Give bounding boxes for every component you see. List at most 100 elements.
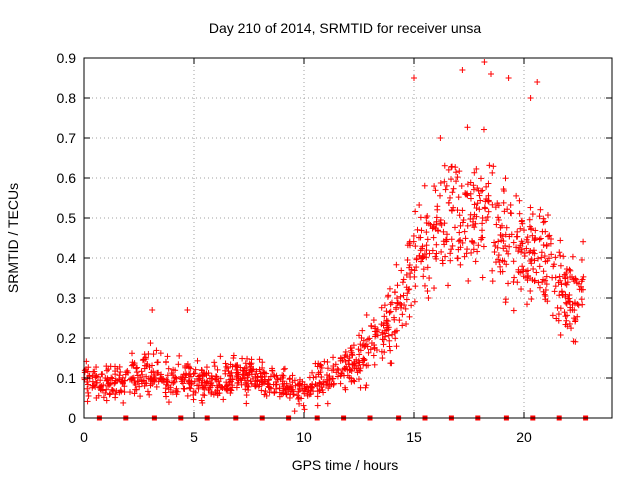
data-point — [164, 372, 171, 379]
data-point — [324, 359, 331, 366]
data-point — [187, 385, 194, 392]
data-point — [471, 169, 478, 176]
data-point — [433, 241, 440, 248]
data-point — [532, 234, 539, 241]
x-tick-label: 5 — [190, 429, 198, 445]
data-point — [521, 250, 528, 257]
data-point — [423, 247, 430, 254]
chart-title: Day 210 of 2014, SRMTID for receiver uns… — [209, 20, 482, 36]
data-point — [338, 370, 345, 377]
data-point — [158, 371, 165, 378]
data-point — [557, 332, 564, 339]
data-point — [448, 236, 455, 243]
data-point — [359, 327, 366, 334]
data-point — [420, 273, 427, 280]
x-tick-label: 15 — [406, 429, 422, 445]
data-point — [103, 363, 110, 370]
data-point — [248, 360, 255, 367]
data-point — [380, 341, 387, 348]
data-point — [482, 198, 489, 205]
data-point — [491, 249, 498, 256]
data-point — [334, 373, 341, 380]
data-point — [346, 367, 353, 374]
data-point — [528, 225, 535, 232]
data-point — [411, 75, 417, 81]
data-point — [154, 369, 161, 376]
data-point — [242, 360, 249, 367]
data-point — [499, 257, 506, 264]
data-point — [482, 205, 489, 212]
data-point — [400, 276, 407, 283]
data-point — [188, 378, 195, 385]
data-point — [312, 373, 319, 380]
data-point — [248, 371, 255, 378]
data-point — [569, 253, 576, 260]
data-point — [527, 247, 534, 254]
data-point — [337, 380, 344, 387]
data-point — [371, 361, 378, 368]
data-point — [552, 283, 559, 290]
data-point — [464, 190, 471, 197]
x-tick-label: 20 — [516, 429, 532, 445]
data-point — [392, 289, 399, 296]
data-point — [537, 206, 544, 213]
data-point — [431, 183, 438, 190]
data-point — [286, 385, 293, 392]
data-point — [233, 384, 240, 391]
data-point — [489, 278, 496, 285]
data-point — [363, 312, 370, 319]
data-point — [157, 374, 164, 381]
data-point — [540, 268, 547, 275]
data-point — [229, 382, 236, 389]
data-point — [473, 205, 480, 212]
data-point — [527, 204, 534, 211]
data-point — [511, 274, 518, 281]
data-point — [546, 232, 553, 239]
data-point — [518, 246, 525, 253]
data-point — [472, 258, 479, 265]
data-point — [546, 255, 553, 262]
data-point — [259, 359, 266, 366]
data-point — [103, 367, 110, 374]
data-point — [187, 371, 194, 378]
data-point — [381, 302, 388, 309]
data-point — [364, 343, 371, 350]
data-point — [119, 374, 126, 381]
data-point — [108, 386, 115, 393]
data-point — [365, 362, 372, 369]
data-point — [443, 231, 450, 238]
data-point — [316, 379, 323, 386]
data-point — [457, 237, 464, 244]
data-point — [342, 358, 349, 365]
data-point — [456, 229, 463, 236]
data-point — [464, 246, 471, 253]
data-point — [211, 359, 218, 366]
data-point — [388, 360, 395, 367]
data-point — [103, 397, 110, 404]
data-point — [190, 391, 197, 398]
data-point — [214, 366, 221, 373]
data-point — [234, 369, 241, 376]
data-point — [556, 249, 563, 256]
data-point — [572, 318, 579, 325]
data-point — [469, 222, 476, 229]
data-point — [488, 71, 494, 77]
x-tick-label: 10 — [296, 429, 312, 445]
data-point — [505, 75, 512, 81]
data-point — [373, 347, 380, 354]
y-tick-label: 0 — [68, 410, 76, 426]
data-point — [243, 364, 250, 371]
plot-frame — [83, 57, 613, 419]
data-point — [430, 234, 437, 241]
data-point — [557, 262, 564, 269]
data-point — [494, 214, 501, 221]
data-point — [326, 383, 333, 390]
data-point — [523, 236, 530, 243]
data-point — [141, 362, 148, 369]
data-point — [529, 211, 536, 218]
data-point — [300, 402, 307, 409]
data-point — [453, 169, 460, 176]
data-point — [194, 357, 201, 364]
data-point — [504, 206, 511, 213]
data-point — [476, 192, 483, 199]
